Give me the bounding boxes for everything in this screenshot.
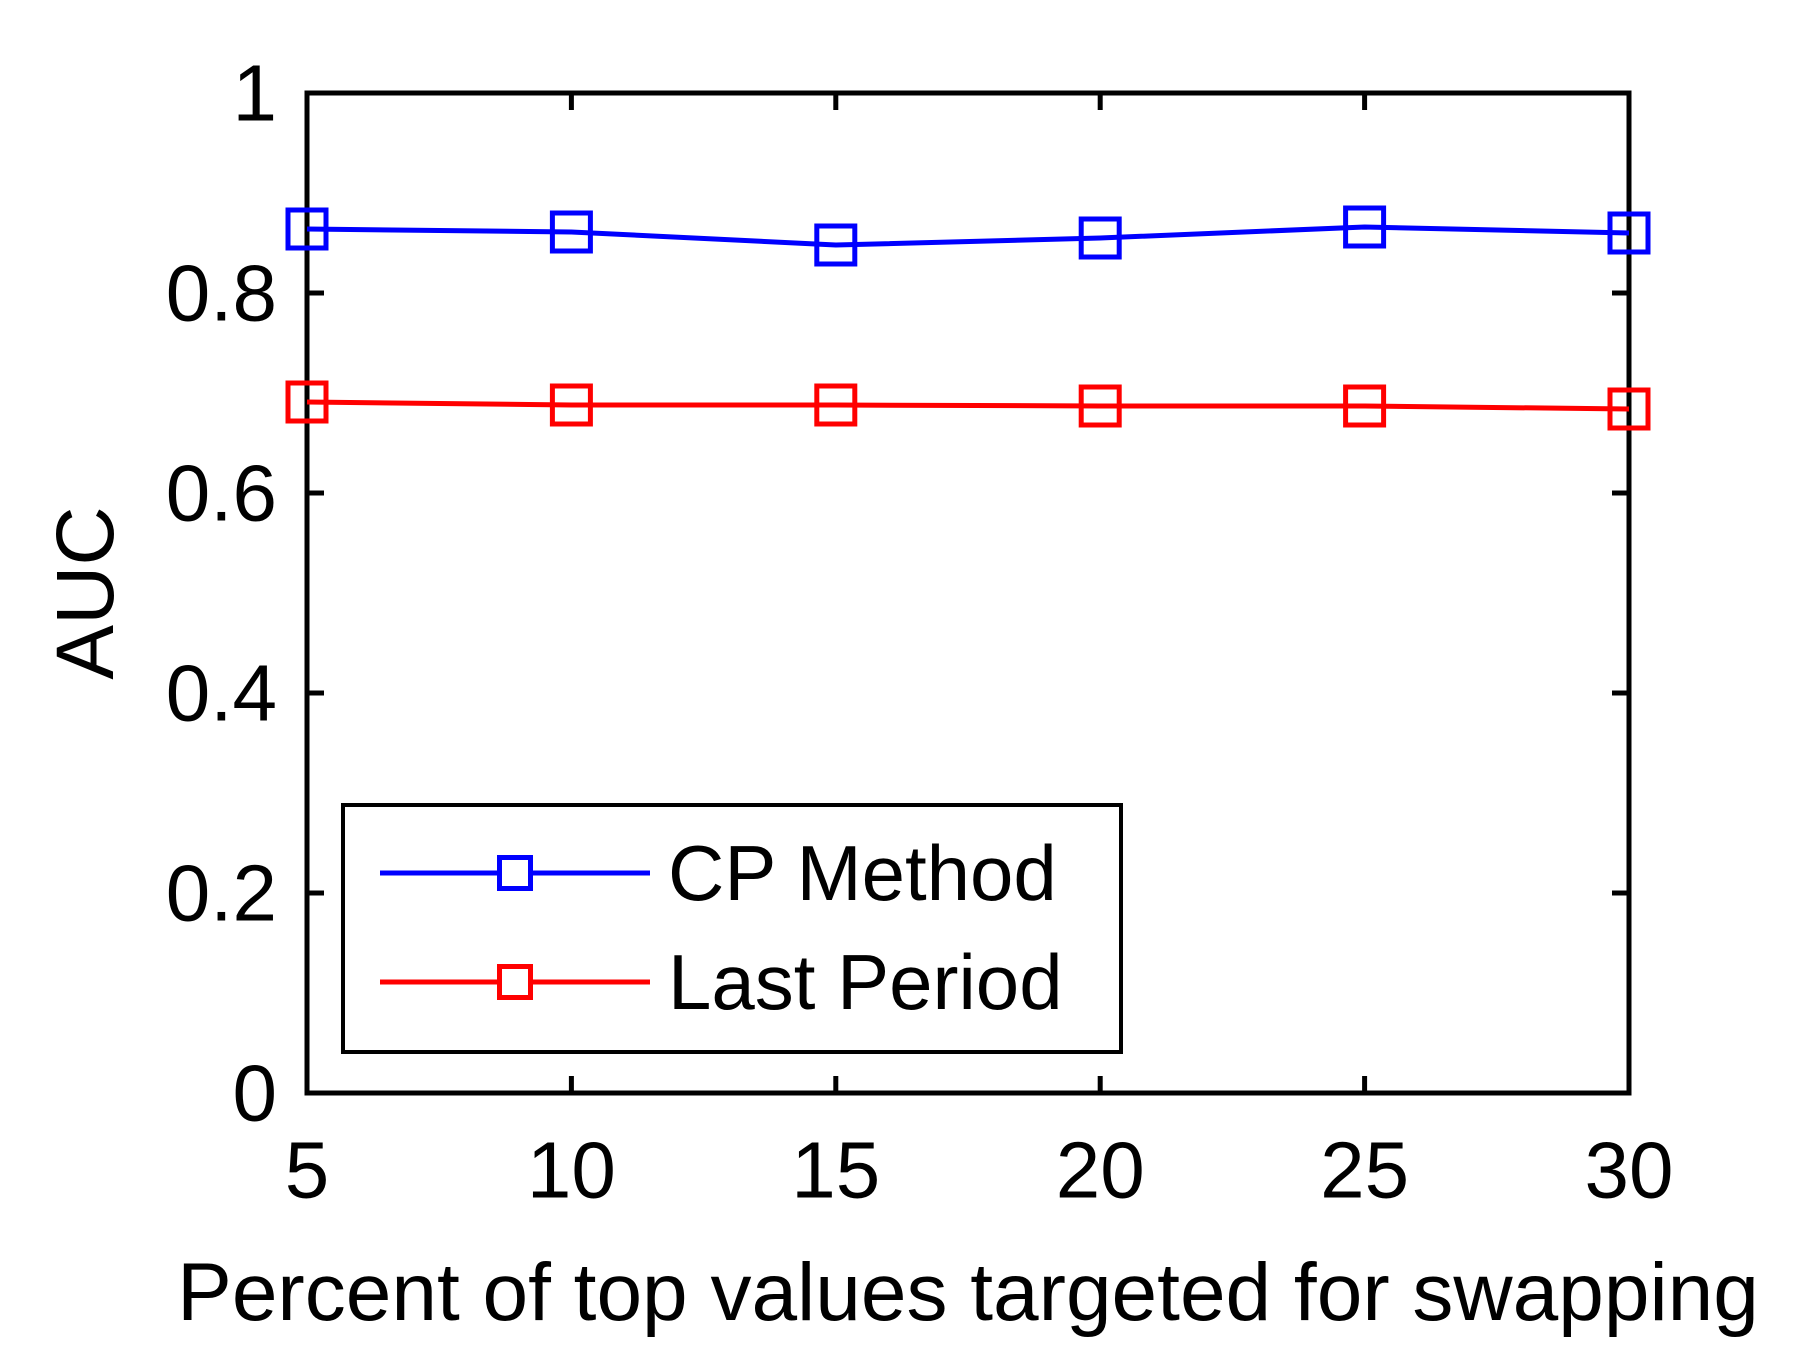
series-line-last-period bbox=[306, 399, 1630, 412]
data-marker-cp-method bbox=[1343, 205, 1387, 249]
x-axis-title: Percent of top values targeted for swapp… bbox=[177, 1247, 1759, 1338]
data-marker-last-period bbox=[549, 383, 593, 427]
axes-box bbox=[304, 90, 1632, 1096]
data-marker-cp-method bbox=[285, 207, 329, 251]
data-marker-cp-method bbox=[1078, 216, 1122, 260]
legend-box bbox=[341, 803, 1123, 1054]
legend-marker bbox=[497, 855, 533, 891]
data-marker-cp-method bbox=[549, 210, 593, 254]
data-marker-last-period bbox=[1078, 384, 1122, 428]
legend-label: Last Period bbox=[668, 938, 1063, 1026]
data-marker-last-period bbox=[1343, 384, 1387, 428]
y-tick-label: 0.6 bbox=[166, 449, 277, 538]
x-tick-label: 25 bbox=[1320, 1126, 1409, 1215]
y-tick-label: 0.2 bbox=[166, 849, 277, 938]
x-tick-label: 5 bbox=[285, 1126, 330, 1215]
data-marker-last-period bbox=[1607, 387, 1651, 431]
data-marker-last-period bbox=[285, 380, 329, 424]
data-marker-cp-method bbox=[1607, 211, 1651, 255]
data-marker-last-period bbox=[814, 383, 858, 427]
y-axis-title: AUC bbox=[40, 506, 131, 680]
x-tick-label: 15 bbox=[791, 1126, 880, 1215]
y-tick-label: 1 bbox=[233, 49, 278, 138]
y-tick-label: 0 bbox=[233, 1049, 278, 1138]
legend-marker bbox=[497, 964, 533, 1000]
x-tick-label: 30 bbox=[1585, 1126, 1674, 1215]
y-tick-label: 0.8 bbox=[166, 249, 277, 338]
data-marker-cp-method bbox=[814, 223, 858, 267]
legend-label: CP Method bbox=[668, 829, 1057, 917]
y-tick-label: 0.4 bbox=[166, 649, 277, 738]
x-tick-label: 10 bbox=[527, 1126, 616, 1215]
series-line-cp-method bbox=[306, 224, 1630, 248]
x-tick-label: 20 bbox=[1056, 1126, 1145, 1215]
